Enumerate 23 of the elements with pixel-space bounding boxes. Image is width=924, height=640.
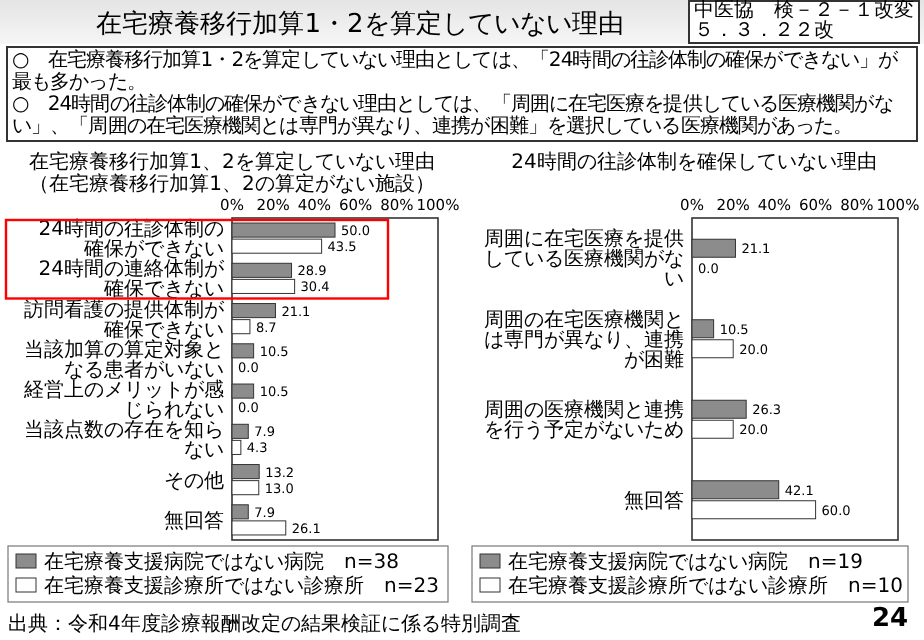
text: 在宅療養移行加算1・2を算定していない理由	[94, 8, 626, 42]
y-tick-label: 無回答	[164, 508, 224, 533]
y-tick-label: 訪問看護の提供体制が確保できない	[24, 297, 226, 342]
chart-title: 24時間の往診体制を確保していない理由	[511, 150, 877, 174]
y-tick-label: 周囲の在宅医療機関とは専門が異なり、連携が困難	[484, 307, 684, 372]
y-tick-label: 24時間の連絡体制が確保できない	[38, 257, 226, 302]
chart-title: 在宅療養移行加算1、2を算定していない理由	[29, 150, 435, 174]
y-tick-label: 当該点数の存在を知らない	[24, 418, 224, 463]
y-tick-label: 無回答	[624, 488, 684, 513]
text: ○ 24時間の往診体制の確保ができない理由としては、「周囲に在宅医療を提供している医療機関がない」、「周囲の在宅医療機関とは専門が異なり、連携が困難」を選択している医療機関があった。	[12, 94, 895, 138]
chart-subtitle: （在宅療養移行加算1、2の算定がない施設）	[29, 172, 435, 196]
legend-label: 在宅療養支援病院ではない病院 n=19	[508, 550, 863, 574]
legend-label: 在宅療養支援診療所ではない診療所 n=10	[508, 574, 903, 598]
text: 24	[872, 604, 909, 634]
text: ５．３．２２改	[694, 20, 836, 42]
y-tick-label: 当該加算の算定対象となる患者がいない	[24, 337, 224, 382]
y-tick-label: 周囲の医療機関と連携を行う予定がないため	[484, 398, 684, 443]
source-note: 出典：令和4年度診療報酬改定の結果検証に係る特別調査	[8, 611, 521, 638]
y-tick-label: その他	[164, 468, 224, 493]
text: ○ 在宅療養移行加算1・2を算定していない理由としては、「24時間の往診体制の確保ができない」が最も多かった。	[12, 50, 900, 94]
legend-label: 在宅療養支援診療所ではない診療所 n=23	[44, 574, 439, 598]
y-tick-label: 周囲に在宅医療を提供している医療機関がない	[484, 227, 684, 292]
legend-label: 在宅療養支援病院ではない病院 n=38	[44, 550, 399, 574]
